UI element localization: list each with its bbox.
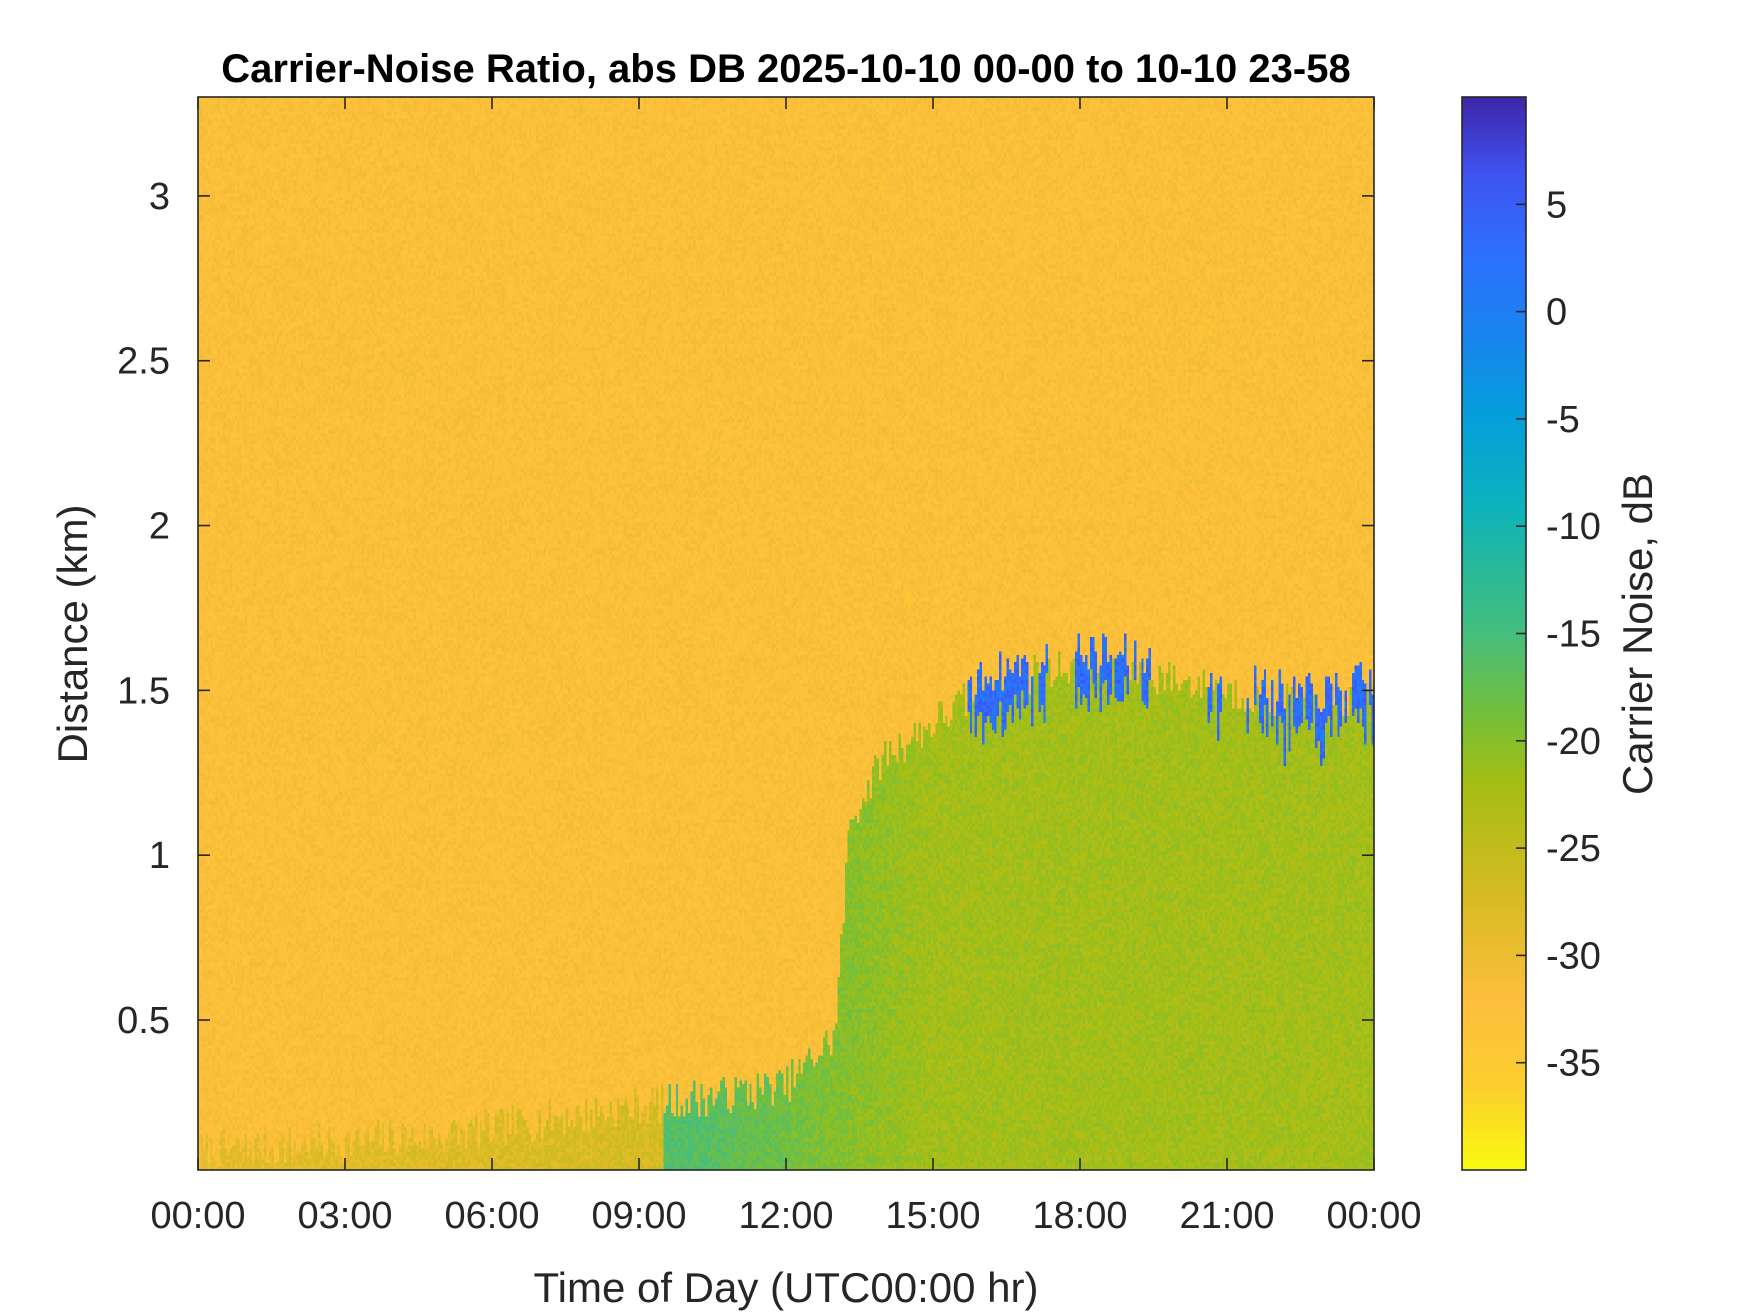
y-tick-label: 0.5 [117,1000,170,1042]
x-tick-label: 18:00 [1032,1195,1127,1237]
x-tick-label: 00:00 [1326,1195,1421,1237]
colorbar-tick-label: -25 [1546,828,1601,870]
colorbar-tick-label: 0 [1546,292,1567,334]
x-tick-label: 00:00 [150,1195,245,1237]
colorbar-tick-label: -30 [1546,935,1601,977]
x-axis: 00:00 03:00 06:00 09:00 12:00 15:00 18:00 21:00… [150,97,1422,1237]
colorbar-tick-label: -5 [1546,399,1580,441]
colorbar-tick-label: -35 [1546,1043,1601,1085]
colorbar-tick-label: -10 [1546,506,1601,548]
x-tick-label: 15:00 [885,1195,980,1237]
colorbar-label: Carrier Noise, dB [1614,473,1661,795]
y-tick-label: 2 [149,506,170,548]
x-axis-label: Time of Day (UTC00:00 hr) [534,1264,1039,1311]
x-tick-label: 06:00 [444,1195,539,1237]
colorbar-axis: -35 -30 -25 -20 -15 -10 -5 0 5 [1516,184,1601,1085]
colorbar-gradient [1462,97,1526,1170]
colorbar-tick-label: -20 [1546,721,1601,763]
heatmap-image [198,97,1374,1170]
x-tick-label: 21:00 [1179,1195,1274,1237]
y-axis: 0.5 1 1.5 2 2.5 3 [117,176,1374,1042]
y-tick-label: 3 [149,176,170,218]
y-tick-label: 2.5 [117,341,170,383]
colorbar-tick-label: 5 [1546,184,1567,226]
colorbar-tick-label: -15 [1546,614,1601,656]
y-tick-label: 1 [149,835,170,877]
x-tick-label: 09:00 [591,1195,686,1237]
y-tick-label: 1.5 [117,670,170,712]
x-tick-label: 03:00 [297,1195,392,1237]
x-tick-label: 12:00 [738,1195,833,1237]
plot-frame [197,96,1375,1171]
chart-title: Carrier-Noise Ratio, abs DB 2025-10-10 0… [221,47,1350,91]
y-axis-label: Distance (km) [49,504,96,763]
